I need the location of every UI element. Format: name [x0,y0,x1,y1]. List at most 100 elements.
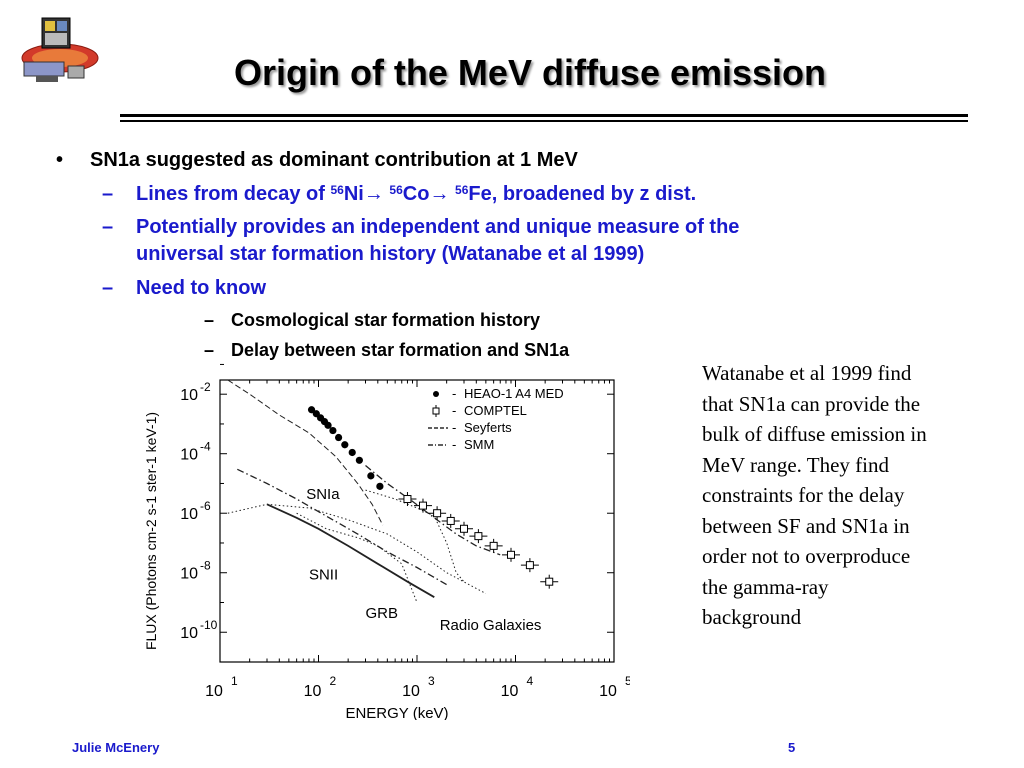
satellite-logo [21,17,99,82]
caption-line: that SN1a can provide the [702,391,921,416]
caption-line: order not to overproduce [702,544,911,568]
slide-title: Origin of the MeV diffuse emission [233,52,827,93]
x-tick-label: 10 [501,683,519,700]
y-tick-label: 10 [180,566,198,583]
legend-symbol [432,407,440,415]
plot-frame [219,379,615,663]
arrow-icon: → [363,183,384,205]
legend-dash: - [452,403,456,418]
curve-radio-galaxies [227,503,487,594]
data-point-comptel [433,509,442,518]
title-rule-thin [120,120,968,122]
caption-line: constraints for the delay [702,483,905,507]
data-point-heao [367,472,375,480]
element-fe: Fe, broadened by z dist. [468,183,697,205]
data-point-heao [376,482,384,490]
y-axis-label: FLUX (Photons cm-2 s-1 ster-1 keV-1) [143,412,159,650]
x-tick-label: 10 [402,683,420,700]
data-point-heao [355,456,363,464]
sfh-text: Cosmological star formation history [231,310,541,330]
data-point-comptel [525,561,534,570]
footer-author: Julie McEnery [72,740,160,755]
delay-text: Delay between star formation and SN1a [231,340,570,360]
curve-snii [296,512,418,603]
y-tick-exponent: -10 [200,618,218,632]
title-rule-thick [120,114,968,117]
legend-label: Seyferts [464,420,512,435]
legend-dash: - [452,386,456,401]
caption-line: bulk of diffuse emission in [702,422,927,446]
measure-line-1: Potentially provides an independent and … [136,216,740,238]
legend-label: HEAO-1 A4 MED [464,386,564,401]
legend-dash: - [452,437,456,452]
decay-line: Lines from decay of 56Ni→ 56Co→ 56Fe, br… [136,183,696,206]
legend-label: COMPTEL [464,403,527,418]
data-point-comptel [418,501,427,510]
element-co: Co [402,183,430,205]
curve-annotation: SNII [309,566,338,583]
need-to-know: Need to know [136,277,267,299]
data-point-comptel [446,516,455,525]
data-point-heao [329,426,337,435]
y-tick-label: 10 [180,625,198,642]
mass-number: 56 [330,183,344,197]
curve-seyferts [227,379,384,526]
decay-prefix: Lines from decay of [136,183,331,205]
x-tick-label: 10 [599,683,617,700]
y-tick-exponent: -4 [200,440,211,454]
y-tick-exponent: -8 [200,559,211,573]
y-tick-label: 10 [180,387,198,404]
data-point-comptel [403,495,412,504]
data-point-heao [307,406,316,414]
y-tick-label: 10 [180,447,198,464]
element-ni: Ni [343,183,364,205]
data-point-heao [341,441,349,449]
curve-grb [266,503,435,598]
data-point-comptel [489,541,498,550]
caption-line: the gamma-ray [702,574,829,599]
curve-unlabeled [237,468,448,586]
dash-mark: – [102,277,114,299]
legend-dash: - [452,420,456,435]
caption-line: between SF and SN1a in [702,513,910,538]
curve-annotation: GRB [365,605,398,622]
x-tick-label: 10 [205,683,223,700]
data-point-heao [324,421,332,429]
dash-mark: – [204,310,215,330]
curve-annotation: Radio Galaxies [440,617,542,634]
legend-label: SMM [464,437,494,452]
y-tick-label: 10 [180,506,198,523]
dash-mark: – [102,216,114,238]
data-point-comptel [506,550,515,559]
data-point-comptel [545,577,554,586]
data-point-comptel [474,532,483,541]
arrow-icon: → [429,183,450,205]
curve-smm [365,464,501,556]
y-tick-exponent: -6 [200,499,211,513]
x-tick-exponent: 1 [231,674,238,688]
data-point-heao [335,433,343,442]
x-tick-exponent: 5 [625,674,630,688]
x-tick-exponent: 3 [428,674,435,688]
mass-number: 56 [389,183,403,197]
caption-line: background [702,605,802,629]
measure-line-2: universal star formation history (Watana… [136,243,645,265]
page-number: 5 [788,740,796,755]
x-tick-exponent: 4 [527,674,534,688]
data-point-comptel [459,524,468,533]
y-tick-exponent: -2 [200,380,211,394]
mass-number: 56 [455,183,469,197]
caption-line: Watanabe et al 1999 find [702,361,912,385]
curve-annotation: SNIa [306,486,340,503]
dash-mark: – [204,340,215,360]
x-axis-label: ENERGY (keV) [345,705,448,720]
x-tick-label: 10 [304,683,322,700]
caption-line: MeV range. They find [702,452,890,477]
caption: Watanabe et al 1999 find that SN1a can p… [702,358,984,633]
x-tick-exponent: 2 [330,674,337,688]
bullet-mark: • [56,149,64,171]
bullet-text: SN1a suggested as dominant contribution … [90,149,578,171]
dash-mark: – [102,183,114,205]
data-point-heao [348,448,356,457]
